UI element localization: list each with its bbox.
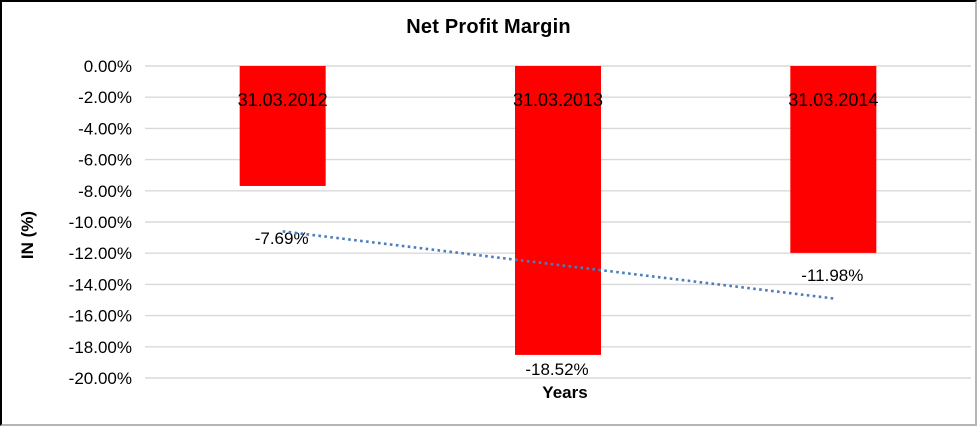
x-axis-title: Years [542,383,588,402]
chart-title: Net Profit Margin [406,16,571,38]
y-tick-label: -2.00% [78,88,132,107]
category-label: 31.03.2012 [238,90,328,110]
bar-31.03.2012[interactable] [239,66,326,186]
trendline[interactable] [282,230,834,300]
y-tick-label: -20.00% [69,369,132,388]
data-label: -11.98% [801,266,863,285]
y-tick-label: -12.00% [69,244,132,263]
data-label: -7.69% [255,229,309,248]
bar-31.03.2014[interactable] [790,66,877,253]
category-label: 31.03.2014 [788,90,878,110]
y-tick-label: -16.00% [69,307,132,326]
y-tick-label: -8.00% [78,182,132,201]
y-tick-label: -4.00% [78,119,132,138]
y-tick-label: -6.00% [78,151,132,170]
data-label: -18.52% [525,360,588,379]
y-tick-label: -10.00% [69,213,132,232]
y-tick-label: -18.00% [69,338,132,357]
category-label: 31.03.2013 [513,90,603,110]
y-tick-label: 0.00% [84,57,132,76]
bar-31.03.2013[interactable] [515,66,601,355]
y-tick-label: -14.00% [69,275,132,294]
